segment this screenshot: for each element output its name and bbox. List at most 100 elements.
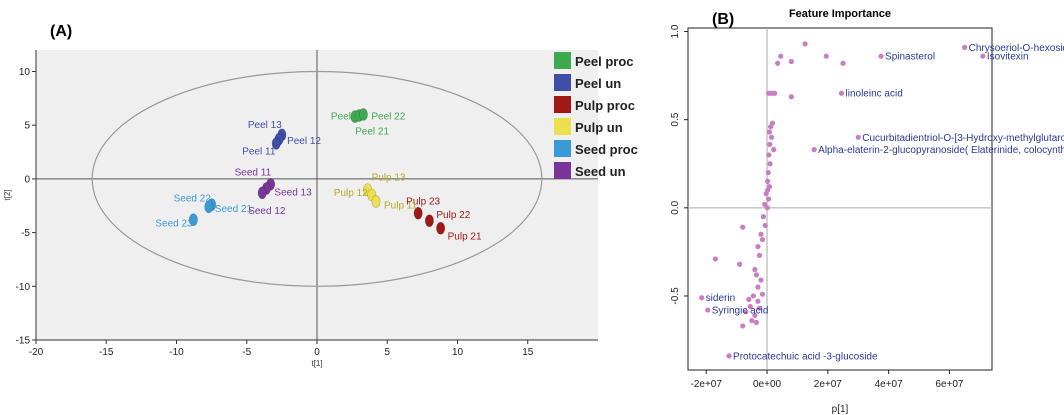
legend-swatch (554, 118, 571, 135)
panel-a-x-tick-label: -20 (29, 347, 44, 358)
panel-b-labeled-point (855, 134, 861, 140)
panel-a-point (188, 213, 198, 227)
panel-a-y-tick-label: -15 (16, 336, 31, 347)
panel-a-point-label: Seed 11 (235, 167, 272, 178)
panel-a-point-label: Pulp 22 (436, 210, 470, 221)
panel-a-point (358, 108, 368, 121)
panel-b-labeled-point (705, 307, 711, 313)
panel-b-point (753, 272, 760, 278)
panel-a-point-label: Pulp 21 (448, 231, 482, 242)
panel-a-label: (A) (50, 23, 72, 40)
panel-b-label: (B) (712, 11, 734, 28)
panel-b-labeled-point (878, 53, 884, 59)
panel-a: (A) -20 -15 -10 -5 0 5 10 151050-5-10-15t[2]t[1… (3, 23, 638, 368)
panel-b-plot-frame (687, 27, 993, 371)
panel-b-point (740, 323, 746, 329)
panel-b-x-axis-title: p[1] (832, 404, 849, 415)
panel-b-point (755, 284, 761, 290)
panel-a-y-tick-label: 10 (19, 67, 31, 78)
panel-b-labeled-point (811, 147, 817, 153)
panel-b-point (752, 266, 758, 273)
panel-a-y-tick-label: -5 (21, 228, 30, 239)
legend-item-label: Peel un (575, 76, 621, 91)
panel-b-point (743, 309, 749, 315)
panel-b-point (756, 252, 763, 259)
panel-b-point (760, 214, 766, 220)
legend-item-label: Seed un (575, 164, 626, 179)
legend-swatch (554, 140, 571, 157)
panel-b-point (749, 318, 755, 324)
panel-b-point (772, 90, 778, 96)
legend-item-label: Pulp proc (575, 98, 635, 113)
panel-a-point-label: Pulp 11 (384, 200, 418, 211)
panel-a-x-axis-title: t[1] (311, 359, 322, 368)
panel-a-x-tick-label: -5 (242, 347, 251, 358)
panel-a-point-label: Pulp 13 (372, 173, 406, 184)
panel-b-point (766, 152, 772, 158)
panel-b-point (752, 312, 758, 318)
panel-b-y-tick-label: -0.5 (670, 287, 681, 305)
panel-b-point (788, 94, 794, 100)
panel-b-point (759, 291, 766, 297)
panel-a-points: Peel 20 Peel 21 Peel 22 Peel 13 Peel 12 Peel … (155, 108, 482, 242)
panel-b-point (740, 224, 746, 230)
legend-item-label: Peel proc (575, 54, 634, 69)
panel-b-point (746, 296, 752, 303)
legend-swatch (554, 162, 571, 179)
panel-b-point (753, 319, 760, 326)
panel-b-x-tick-label: 2e+07 (814, 379, 843, 390)
panel-a-y-tick-label: -10 (16, 282, 31, 293)
panel-b-point (750, 293, 756, 299)
panel-b-y-tick-label: 0.0 (670, 200, 681, 214)
panel-b-labeled-point (838, 90, 845, 96)
panel-b-x-tick-label: 6e+07 (935, 379, 964, 390)
panel-a-point-label: Peel 22 (371, 111, 405, 122)
panel-b-point-label: Cucurbitadientriol-O-[3-Hydroxy-methylgl… (862, 133, 1064, 144)
panel-b-y-tick-label: 1.0 (670, 24, 681, 38)
panel-a-point (271, 137, 281, 150)
panel-a-point (436, 221, 446, 235)
panel-b-point (778, 53, 784, 59)
panel-b-point-label: Isovitexin (987, 52, 1029, 63)
panel-b-point (802, 41, 808, 47)
panel-b-point (775, 60, 781, 66)
panel-b-point (759, 236, 766, 243)
panel-a-point-label: Seed 21 (215, 204, 253, 215)
panel-b-point (764, 205, 770, 211)
panel-b-point (762, 222, 768, 229)
legend-swatch (554, 96, 571, 113)
legend-item-label: Pulp un (575, 120, 623, 135)
panel-b-point-label: Syringic acid (712, 306, 769, 317)
panel-a-point-label: Seed 22 (174, 194, 212, 205)
panel-b-point (765, 178, 771, 184)
panel-b-point (767, 141, 773, 147)
panel-b-point (766, 129, 773, 135)
panel-b-point-label: linoleinc acid (846, 89, 903, 100)
panel-b-point (771, 147, 777, 153)
panel-a-point-label: Peel 21 (355, 127, 389, 138)
panel-b-labeled-point (699, 295, 705, 301)
panel-a-point (371, 195, 381, 208)
panel-a-x-tick-label: -15 (99, 347, 114, 358)
panel-a-point-label: Seed 13 (274, 188, 312, 199)
panel-b-point-label: Chrysoeriol-O-hexoside (969, 43, 1064, 54)
panel-b-point (712, 256, 718, 262)
panel-a-point-label: Peel 20 (331, 112, 365, 123)
panel-a-point (257, 186, 267, 200)
panel-b-point-label: Protocatechuic acid -3-glucoside (733, 351, 878, 362)
panel-b-point (767, 161, 773, 167)
panel-a-point-label: Pulp 12 (334, 188, 368, 199)
panel-b-point (768, 124, 774, 130)
panel-b-point-label: siderin (706, 293, 735, 304)
panel-a-ellipse-group (91, 70, 543, 287)
panel-b-x-tick-label: 4e+07 (875, 379, 904, 390)
legend-item-label: Seed proc (575, 142, 638, 157)
panel-a-x-tick-label: 0 (314, 347, 320, 358)
panel-a-y-axis-title: t[2] (3, 189, 12, 200)
panel-b-labeled-point (980, 53, 986, 59)
panel-a-point-label: Seed 12 (248, 206, 286, 217)
panel-b-point (769, 134, 775, 140)
